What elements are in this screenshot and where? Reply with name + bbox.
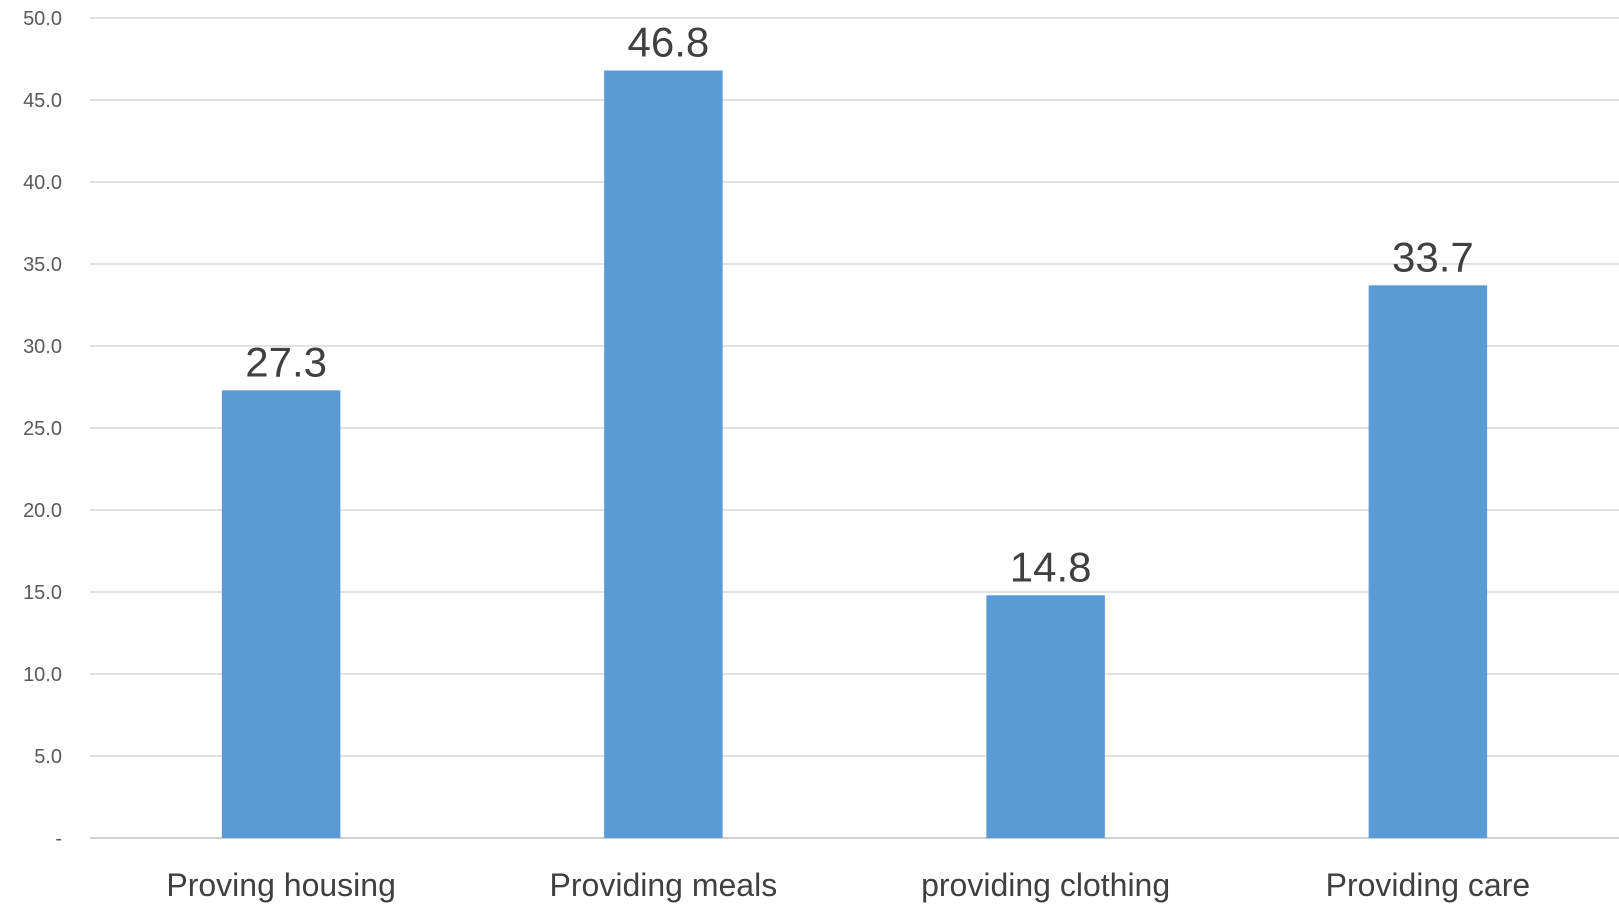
y-tick-label: 30.0 <box>23 336 62 358</box>
y-tick-label: 5.0 <box>34 746 62 768</box>
data-label: 33.7 <box>1392 233 1474 280</box>
y-tick-label: 45.0 <box>23 90 62 112</box>
y-tick-label: 20.0 <box>23 500 62 522</box>
data-label: 27.3 <box>245 338 327 385</box>
bar <box>1368 285 1488 838</box>
x-category-label: Providing meals <box>550 867 778 903</box>
x-category-label: providing clothing <box>921 867 1170 903</box>
data-label: 14.8 <box>1010 543 1092 590</box>
y-tick-label: 40.0 <box>23 172 62 194</box>
data-labels: 27.3 46.8 14.8 33.7 <box>245 18 1474 590</box>
y-tick-label: - <box>55 828 62 850</box>
x-category-label: Providing care <box>1326 867 1531 903</box>
bar <box>986 595 1105 838</box>
x-category-label: Proving housing <box>166 867 395 903</box>
bar <box>221 390 341 838</box>
bars <box>221 70 1488 839</box>
y-tick-label: 25.0 <box>23 418 62 440</box>
gridlines <box>90 17 1619 839</box>
x-axis-category-labels: Proving housing Providing meals providing … <box>166 867 1530 903</box>
y-axis-tick-labels: - 5.0 10.0 15.0 20.0 25.0 30.0 35.0 40.0 45.0 50.0 <box>23 8 62 850</box>
data-label: 46.8 <box>628 18 710 65</box>
y-tick-label: 35.0 <box>23 254 62 276</box>
y-tick-label: 15.0 <box>23 582 62 604</box>
bar <box>604 70 723 839</box>
y-tick-label: 50.0 <box>23 8 62 30</box>
y-tick-label: 10.0 <box>23 664 62 686</box>
